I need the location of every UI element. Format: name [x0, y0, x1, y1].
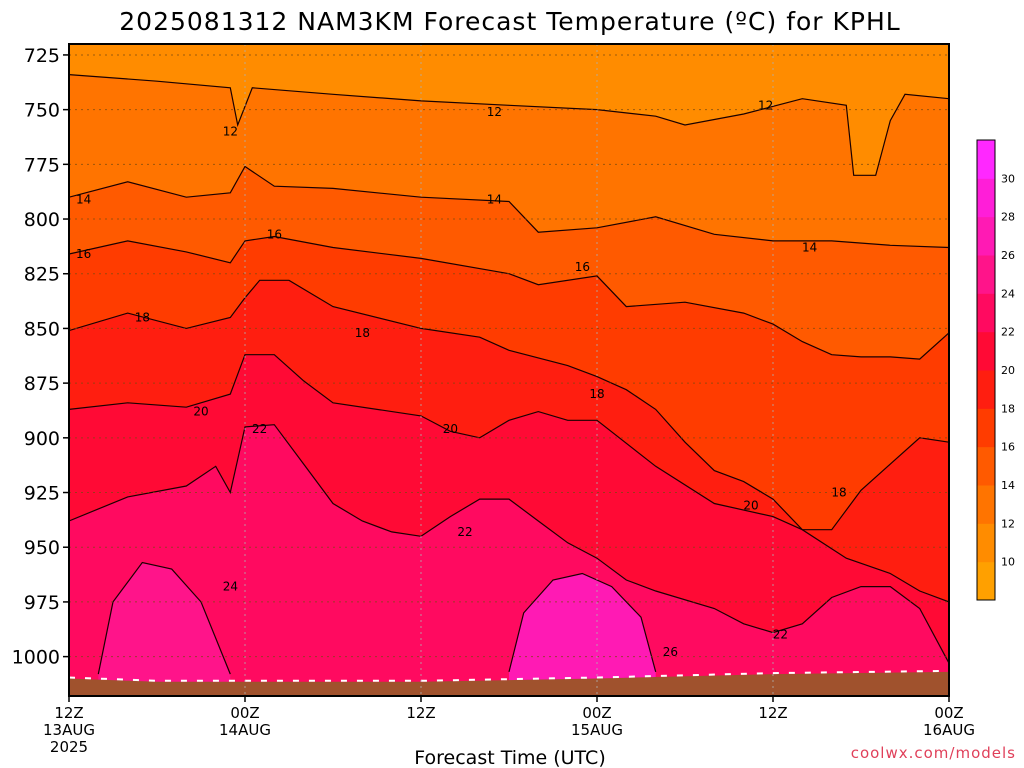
- color-bar-frame: [976, 139, 996, 601]
- grid-lines: [68, 44, 950, 696]
- x-tick-date-60: 16AUG: [923, 721, 975, 739]
- contour-line-20: [69, 354, 949, 603]
- contour-line-12: [69, 74, 949, 176]
- ground-terrain: [69, 671, 949, 696]
- y-tick-label-750: 750: [24, 100, 60, 122]
- color-bar-bin-6: [977, 331, 995, 371]
- color-bar-bin-10: [977, 178, 995, 218]
- color-bar-tick-18: 18: [1001, 402, 1015, 415]
- y-tick-label-725: 725: [24, 45, 60, 67]
- temperature-band-26: [509, 573, 656, 696]
- color-bar-bin-8: [977, 255, 995, 294]
- color-bar-tick-24: 24: [1001, 287, 1015, 300]
- x-tick-label-24: 12Z: [406, 704, 435, 722]
- y-axis-ticks: 725 750 775 800 825 850 875 900 925 950 975 1000: [12, 45, 69, 669]
- y-tick-label-975: 975: [24, 592, 60, 614]
- color-bar: 10 12 14 16 18 20 22 24 26 28 30: [976, 139, 1015, 601]
- color-bar-tick-30: 30: [1001, 172, 1015, 185]
- contour-label-12: 12: [487, 105, 502, 119]
- color-bar-bin-7: [977, 293, 995, 333]
- color-bar-bin-5: [977, 370, 995, 409]
- contour-label-14: 14: [802, 240, 817, 254]
- contour-label-14: 14: [487, 192, 502, 206]
- contour-label-26: 26: [663, 645, 678, 659]
- contour-label-24: 24: [223, 580, 238, 594]
- y-tick-label-875: 875: [24, 373, 60, 395]
- color-bar-bin-9: [977, 216, 995, 256]
- x-tick-label-48: 12Z: [758, 704, 787, 722]
- y-tick-label-1000: 1000: [12, 647, 60, 669]
- y-tick-label-825: 825: [24, 264, 60, 286]
- x-tick-date-36: 15AUG: [571, 721, 623, 739]
- color-bar-bin-1: [977, 523, 995, 563]
- color-bar-tick-14: 14: [1001, 479, 1015, 492]
- color-bar-bin-11: [977, 140, 995, 179]
- contour-label-16: 16: [575, 260, 590, 274]
- contour-label-20: 20: [443, 422, 458, 436]
- contour-label-12: 12: [223, 125, 238, 139]
- chart-title: 2025081312 NAM3KM Forecast Temperature (…: [119, 7, 900, 36]
- contour-label-20: 20: [193, 405, 208, 419]
- color-bar-bin-2: [977, 485, 995, 524]
- contour-label-18: 18: [831, 486, 846, 500]
- y-tick-label-800: 800: [24, 209, 60, 231]
- color-bar-bin-3: [977, 446, 995, 486]
- color-bar-tick-20: 20: [1001, 364, 1015, 377]
- color-bar-tick-28: 28: [1001, 211, 1015, 224]
- temperature-band-24: [98, 562, 231, 696]
- contour-labels: 12 12 12 14 14 14 16 16 16 18 18 18 20 20 20 18 22 22 22 24…: [76, 98, 847, 659]
- contour-line-22: [69, 424, 949, 664]
- contour-label-18: 18: [355, 326, 370, 340]
- color-bar-tick-10: 10: [1001, 556, 1015, 569]
- contour-label-14: 14: [76, 192, 91, 206]
- contour-line-16: [69, 235, 949, 360]
- plot-frame: [68, 43, 950, 697]
- contour-label-18: 18: [135, 310, 150, 324]
- contour-label-12: 12: [758, 98, 773, 112]
- contour-line-24: [97, 561, 231, 675]
- plot-area: [69, 44, 949, 696]
- color-bar-tick-16: 16: [1001, 441, 1015, 454]
- contour-label-22: 22: [773, 628, 788, 642]
- contour-label-18: 18: [589, 387, 604, 401]
- x-axis-label: Forecast Time (UTC): [414, 747, 605, 768]
- x-tick-year-0: 2025: [50, 738, 88, 756]
- color-bar-tick-26: 26: [1001, 249, 1015, 262]
- color-bar-tick-12: 12: [1001, 517, 1015, 530]
- contour-label-20: 20: [743, 499, 758, 513]
- contour-label-22: 22: [457, 525, 472, 539]
- x-tick-label-12: 00Z: [230, 704, 259, 722]
- credit-text: coolwx.com/models: [851, 744, 1016, 762]
- contour-line-14: [69, 165, 949, 249]
- y-tick-label-900: 900: [24, 428, 60, 450]
- contour-label-16: 16: [76, 247, 91, 261]
- y-tick-label-775: 775: [24, 154, 60, 176]
- contour-label-16: 16: [267, 227, 282, 241]
- x-tick-label-60: 00Z: [934, 704, 963, 722]
- temperature-band-22: [69, 424, 949, 696]
- color-bar-bin-0: [977, 561, 995, 601]
- color-bar-tick-22: 22: [1001, 326, 1015, 339]
- y-tick-label-950: 950: [24, 537, 60, 559]
- contour-line-26: [508, 572, 657, 673]
- color-bar-bin-4: [977, 408, 995, 448]
- x-tick-date-12: 14AUG: [219, 721, 271, 739]
- contour-label-22: 22: [252, 422, 267, 436]
- x-tick-date-0: 13AUG: [43, 721, 95, 739]
- x-tick-label-0: 12Z: [54, 704, 83, 722]
- y-tick-label-850: 850: [24, 318, 60, 340]
- x-tick-label-36: 00Z: [582, 704, 611, 722]
- y-tick-label-925: 925: [24, 483, 60, 505]
